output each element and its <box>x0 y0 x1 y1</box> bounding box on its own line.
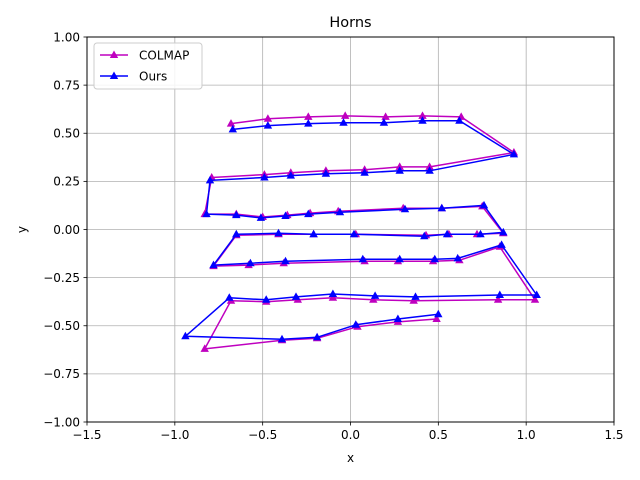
data-point-ours <box>321 169 331 177</box>
data-point-ours <box>420 231 429 240</box>
data-point-colmap <box>418 111 427 119</box>
data-point-colmap <box>328 293 338 301</box>
data-point-ours <box>256 213 266 221</box>
y-tick-label: −1.00 <box>43 415 80 429</box>
data-point-ours <box>395 254 404 263</box>
data-point-colmap <box>530 295 540 303</box>
data-point-ours <box>395 166 404 174</box>
x-tick-label: −0.5 <box>248 428 277 442</box>
data-point-ours <box>532 290 541 298</box>
data-point-ours <box>425 166 434 174</box>
x-tick-label: −1.0 <box>160 428 189 442</box>
data-point-ours <box>205 175 215 184</box>
x-axis-label: x <box>347 451 354 465</box>
data-point-ours <box>442 229 452 238</box>
data-point-colmap <box>493 295 503 303</box>
data-point-ours <box>370 291 380 299</box>
data-point-ours <box>281 256 290 265</box>
data-point-colmap <box>425 162 434 170</box>
data-point-ours <box>312 332 322 341</box>
series-line-ours <box>184 119 538 340</box>
data-point-ours <box>430 254 439 263</box>
data-point-ours <box>246 258 255 267</box>
x-tick-label: 0.5 <box>429 428 448 442</box>
legend: COLMAP Ours <box>93 42 203 90</box>
data-point-colmap <box>409 296 418 304</box>
data-point-ours <box>232 210 241 219</box>
data-point-ours <box>277 334 287 343</box>
data-point-ours <box>509 149 519 158</box>
y-tick-label: 0.50 <box>53 127 80 141</box>
data-point-ours <box>181 331 190 340</box>
data-point-ours <box>291 292 301 300</box>
data-point-colmap <box>369 295 378 303</box>
y-axis-label: y <box>15 226 29 233</box>
x-axis: −1.5 −1.0 −0.5 0.0 0.5 1.0 1.5 <box>72 422 624 442</box>
data-point-colmap <box>432 314 441 322</box>
data-point-ours <box>497 240 506 248</box>
data-point-ours <box>360 168 369 176</box>
data-point-ours <box>411 292 420 300</box>
data-point-ours <box>393 314 403 322</box>
data-point-ours <box>358 254 367 263</box>
data-point-ours <box>400 204 410 213</box>
series-ours <box>181 116 541 343</box>
y-tick-label: 0.25 <box>53 175 80 189</box>
data-point-colmap <box>200 344 209 352</box>
data-point-colmap <box>263 114 273 122</box>
data-point-ours <box>335 207 345 216</box>
data-point-ours <box>349 229 359 238</box>
legend-label-colmap: COLMAP <box>139 49 189 63</box>
y-tick-label: 0.75 <box>53 78 80 92</box>
data-point-ours <box>281 211 290 219</box>
y-tick-label: −0.25 <box>43 271 80 285</box>
data-point-ours <box>304 209 313 218</box>
data-point-ours <box>274 228 283 237</box>
data-point-ours <box>351 320 360 328</box>
y-tick-label: −0.75 <box>43 367 80 381</box>
x-tick-label: −1.5 <box>72 428 101 442</box>
data-point-ours <box>286 171 295 179</box>
data-point-ours <box>263 121 273 129</box>
data-point-ours <box>434 309 443 318</box>
data-point-colmap <box>395 162 404 170</box>
y-tick-label: −0.50 <box>43 319 80 333</box>
data-point-ours <box>304 119 313 127</box>
data-point-ours <box>262 295 271 303</box>
y-tick-label: 1.00 <box>53 30 80 44</box>
x-tick-label: 0.0 <box>341 428 360 442</box>
legend-label-ours: Ours <box>139 70 167 84</box>
data-point-ours <box>476 229 485 238</box>
data-point-colmap <box>381 112 390 120</box>
legend-marker-ours <box>109 71 119 79</box>
x-tick-label: 1.0 <box>517 428 536 442</box>
data-point-ours <box>379 118 389 126</box>
data-point-ours <box>328 289 338 297</box>
data-point-ours <box>232 229 241 238</box>
data-point-ours <box>479 200 489 209</box>
data-point-ours <box>437 203 446 212</box>
data-point-ours <box>339 118 348 126</box>
data-point-ours <box>209 260 218 269</box>
data-point-ours <box>202 209 211 218</box>
data-point-ours <box>455 116 464 124</box>
series-layer <box>181 111 541 352</box>
data-point-ours <box>228 124 237 133</box>
chart-title: Horns <box>329 15 371 31</box>
data-point-ours <box>225 293 234 301</box>
data-point-ours <box>495 290 504 298</box>
data-point-colmap <box>304 112 313 120</box>
data-point-ours <box>260 173 269 181</box>
data-point-colmap <box>226 119 236 127</box>
data-point-ours <box>453 253 462 262</box>
data-point-ours <box>309 229 318 238</box>
y-tick-label: 0.00 <box>53 223 80 237</box>
data-point-ours <box>418 116 427 124</box>
legend-marker-colmap <box>109 50 119 58</box>
x-tick-label: 1.5 <box>604 428 623 442</box>
data-point-colmap <box>341 111 350 119</box>
data-point-ours <box>499 227 508 236</box>
y-axis: −1.00 −0.75 −0.50 −0.25 0.00 0.25 0.50 0.75 1.00 <box>43 30 87 429</box>
